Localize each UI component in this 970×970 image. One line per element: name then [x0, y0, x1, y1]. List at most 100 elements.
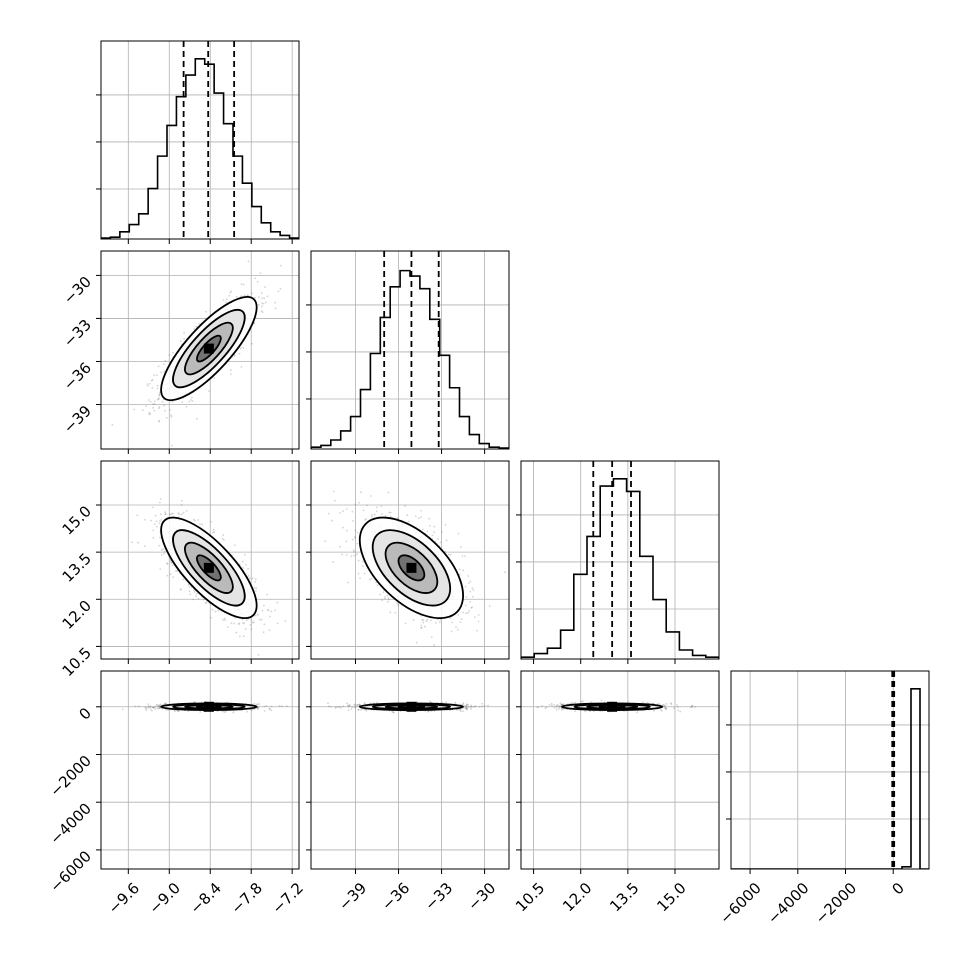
histogram-step — [311, 269, 509, 449]
sample-point — [439, 541, 442, 544]
sample-point — [170, 561, 173, 564]
sample-point — [238, 622, 241, 625]
sample-point — [199, 523, 201, 525]
sample-point — [477, 620, 480, 623]
sample-point — [467, 704, 469, 706]
sample-point — [222, 534, 225, 537]
sample-point — [165, 416, 168, 419]
sample-point — [453, 662, 455, 664]
sample-point — [464, 706, 467, 709]
sample-point — [396, 517, 399, 520]
sample-point — [247, 567, 250, 570]
sample-point — [145, 707, 148, 709]
sample-point — [428, 517, 431, 520]
sample-point — [457, 532, 460, 535]
sample-point — [148, 411, 151, 414]
sample-point — [179, 588, 182, 590]
sample-point — [158, 707, 161, 710]
sample-point — [445, 701, 447, 704]
sample-point — [233, 622, 235, 625]
sample-point — [469, 580, 472, 583]
sample-point — [407, 520, 410, 523]
sample-point — [175, 570, 177, 572]
sample-point — [177, 512, 180, 514]
sample-point — [260, 292, 263, 294]
sample-point — [335, 706, 337, 709]
sample-point — [354, 503, 357, 506]
sample-point — [151, 378, 154, 381]
sample-point — [180, 504, 183, 506]
sample-point — [418, 517, 420, 520]
sample-point — [182, 511, 185, 514]
sample-point — [153, 409, 156, 412]
sample-point — [354, 537, 356, 539]
sample-point — [476, 629, 478, 632]
sample-point — [433, 531, 436, 534]
sample-point — [441, 531, 443, 533]
sample-point — [210, 616, 212, 619]
sample-point — [420, 516, 422, 519]
sample-point — [397, 604, 399, 606]
sample-point — [159, 568, 162, 570]
sample-point — [253, 702, 256, 705]
sample-point — [473, 616, 476, 618]
histogram-panel-3 — [731, 671, 929, 869]
sample-point — [149, 708, 152, 711]
sample-point — [352, 520, 354, 522]
sample-point — [179, 340, 182, 342]
sample-point — [156, 387, 159, 390]
sample-point — [458, 708, 461, 711]
sample-point — [147, 385, 149, 387]
sample-point — [461, 555, 464, 557]
sample-point — [369, 578, 371, 581]
sample-point — [153, 523, 156, 525]
sample-point — [386, 594, 389, 597]
sample-point — [138, 705, 140, 708]
sample-point — [210, 520, 212, 523]
sample-point — [171, 401, 174, 403]
sample-point — [465, 707, 468, 709]
sample-point — [153, 403, 156, 405]
sample-point — [152, 706, 155, 709]
sample-point — [360, 708, 362, 711]
sample-point — [159, 520, 161, 522]
histogram-step — [521, 478, 719, 659]
sample-point — [160, 371, 163, 374]
sample-point — [257, 707, 259, 710]
sample-point — [205, 601, 208, 604]
sample-point — [246, 710, 249, 713]
sample-point — [468, 582, 470, 584]
sample-point — [158, 419, 161, 422]
sample-point — [469, 600, 472, 603]
sample-point — [269, 708, 271, 710]
sample-point — [389, 515, 392, 518]
sample-point — [260, 310, 263, 313]
sample-point — [260, 618, 263, 621]
sample-point — [406, 514, 409, 517]
sample-point — [365, 709, 368, 712]
sample-point — [238, 352, 241, 355]
sample-point — [169, 573, 172, 576]
sample-point — [257, 654, 260, 656]
sample-point — [157, 398, 160, 401]
sample-point — [254, 578, 257, 581]
sample-point — [214, 610, 217, 613]
sample-point — [156, 398, 159, 401]
sample-point — [171, 564, 174, 566]
sample-point — [382, 591, 385, 593]
sample-point — [163, 550, 166, 553]
density-peak — [203, 562, 214, 573]
sample-point — [454, 701, 457, 704]
sample-point — [251, 577, 254, 580]
sample-point — [250, 619, 253, 621]
sample-point — [341, 553, 343, 556]
sample-point — [244, 294, 246, 297]
scatter-panel-3-1 — [311, 671, 509, 869]
sample-point — [431, 534, 434, 537]
sample-point — [166, 562, 168, 565]
sample-point — [370, 495, 372, 497]
sample-point — [225, 298, 228, 301]
sample-point — [154, 706, 157, 708]
sample-point — [232, 711, 235, 714]
sample-point — [147, 705, 150, 708]
